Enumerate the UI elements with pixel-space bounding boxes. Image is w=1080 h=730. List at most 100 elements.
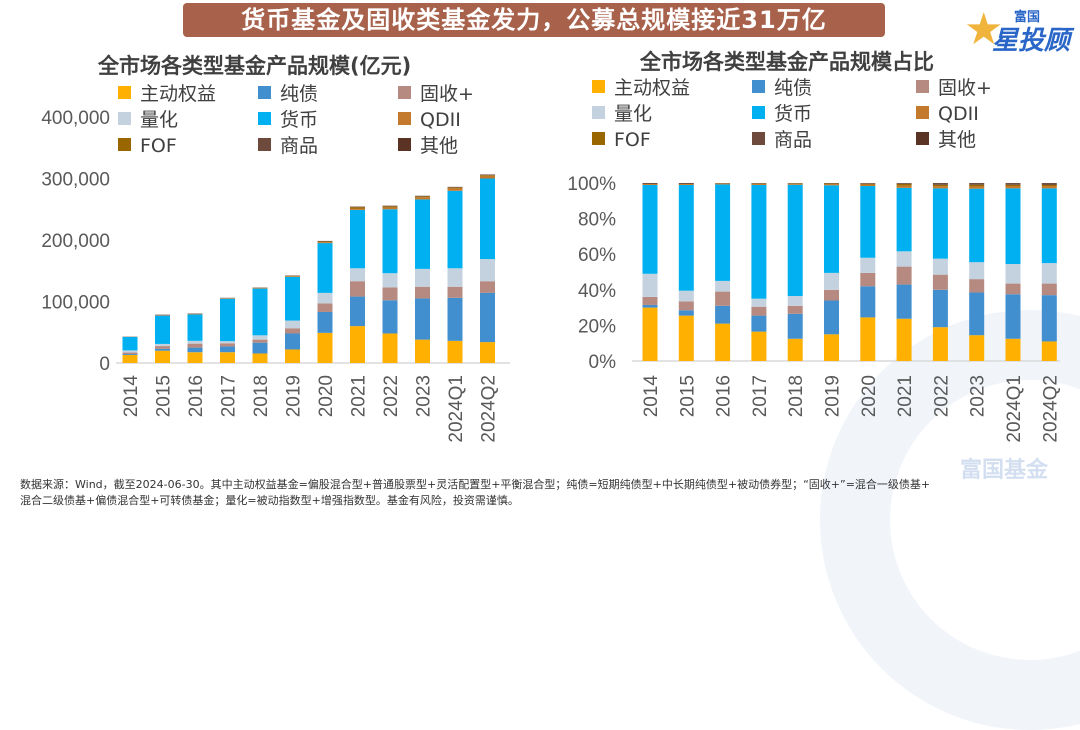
bar-segment	[383, 273, 398, 287]
bar-segment	[350, 297, 365, 327]
x-tick-label: 2017	[219, 375, 240, 417]
bar-segment	[253, 343, 268, 354]
bar-segment	[448, 188, 463, 190]
bar-segment	[897, 319, 912, 361]
bar-segment	[415, 340, 430, 363]
bar-segment	[318, 241, 333, 242]
bar-segment	[824, 184, 839, 185]
bar-segment	[123, 353, 138, 355]
bar-segment	[1006, 264, 1021, 284]
legend-label: 货币	[774, 103, 812, 125]
bar-segment	[448, 268, 463, 286]
legend-label: 其他	[420, 135, 458, 157]
bar-segment	[860, 258, 875, 273]
x-tick-label: 2019	[284, 375, 305, 417]
bar-segment	[480, 293, 495, 342]
bar-segment	[751, 184, 766, 185]
bar-segment	[480, 179, 495, 260]
bar-segment	[1006, 284, 1021, 295]
bar-segment	[350, 281, 365, 296]
legend-label: FOF	[614, 129, 651, 151]
bar-segment	[788, 314, 803, 339]
bar-segment	[253, 340, 268, 343]
legend-swatch	[592, 106, 605, 119]
x-tick-label: 2014	[121, 375, 142, 418]
legend-swatch	[258, 138, 271, 151]
bar-segment	[643, 305, 658, 308]
y-tick-label: 100%	[567, 174, 616, 195]
footnote-line-2: 混合二级债基+偏债混合型+可转债基金；量化=被动指数型+增强指数型。基金有风险，…	[20, 493, 1070, 509]
bar-segment	[1006, 339, 1021, 361]
bar-segment	[933, 259, 948, 275]
bar-segment	[480, 175, 495, 176]
bar-segment	[1042, 183, 1057, 184]
bar-segment	[715, 324, 730, 361]
bar-segment	[350, 210, 365, 268]
bar-segment	[824, 300, 839, 334]
bar-segment	[155, 316, 170, 344]
x-tick-label: 2023	[968, 375, 989, 417]
bar-segment	[715, 292, 730, 306]
x-tick-label: 2020	[316, 375, 337, 417]
bar-segment	[220, 346, 235, 352]
x-tick-label: 2018	[251, 375, 272, 417]
bar-segment	[383, 300, 398, 333]
bar-segment	[350, 326, 365, 363]
legend-swatch	[118, 86, 131, 99]
bar-segment	[933, 188, 948, 258]
bar-segment	[751, 185, 766, 299]
bar-segment	[643, 308, 658, 361]
bar-segment	[969, 262, 984, 279]
bar-segment	[188, 341, 203, 344]
x-tick-label: 2021	[349, 375, 370, 417]
bar-segment	[253, 353, 268, 363]
bar-segment	[480, 176, 495, 179]
legend-swatch	[258, 86, 271, 99]
y-tick-label: 40%	[578, 281, 616, 302]
legend-label: 量化	[614, 103, 652, 125]
bar-segment	[1006, 185, 1021, 186]
bar-segment	[318, 242, 333, 243]
x-tick-label: 2020	[859, 375, 880, 417]
bar-segment	[1042, 186, 1057, 188]
bar-segment	[480, 281, 495, 293]
x-tick-label: 2024Q2	[1040, 375, 1061, 443]
x-tick-label: 2023	[414, 375, 435, 417]
y-tick-label: 60%	[578, 245, 616, 266]
legend-label: 其他	[938, 129, 976, 151]
bar-segment	[860, 317, 875, 361]
legend-swatch	[118, 112, 131, 125]
legend-label: 纯债	[774, 77, 812, 99]
bar-segment	[155, 349, 170, 351]
bar-segment	[643, 185, 658, 274]
bar-segment	[679, 184, 694, 185]
bar-segment	[860, 184, 875, 185]
bar-segment	[318, 243, 333, 293]
bar-segment	[448, 298, 463, 341]
legend-label: 货币	[280, 109, 318, 131]
bar-segment	[969, 185, 984, 187]
bar-segment	[188, 344, 203, 348]
legend-swatch	[118, 138, 131, 151]
legend-label: 固收+	[420, 83, 474, 105]
bar-segment	[643, 297, 658, 305]
legend-label: 商品	[774, 129, 812, 151]
x-tick-label: 2015	[677, 375, 698, 417]
bar-segment	[1042, 341, 1057, 361]
bar-segment	[933, 290, 948, 327]
bar-segment	[933, 184, 948, 185]
y-tick-label: 80%	[578, 210, 616, 231]
bar-segment	[643, 274, 658, 297]
bar-segment	[1006, 186, 1021, 188]
x-tick-label: 2024Q1	[446, 375, 467, 443]
x-tick-label: 2016	[186, 375, 207, 417]
legend-swatch	[752, 132, 765, 145]
bar-segment	[751, 316, 766, 332]
bar-segment	[679, 310, 694, 315]
legend-label: 商品	[280, 135, 318, 157]
bar-segment	[220, 343, 235, 346]
legend-label: QDII	[420, 109, 461, 131]
bar-segment	[220, 299, 235, 341]
legend-swatch	[752, 80, 765, 93]
